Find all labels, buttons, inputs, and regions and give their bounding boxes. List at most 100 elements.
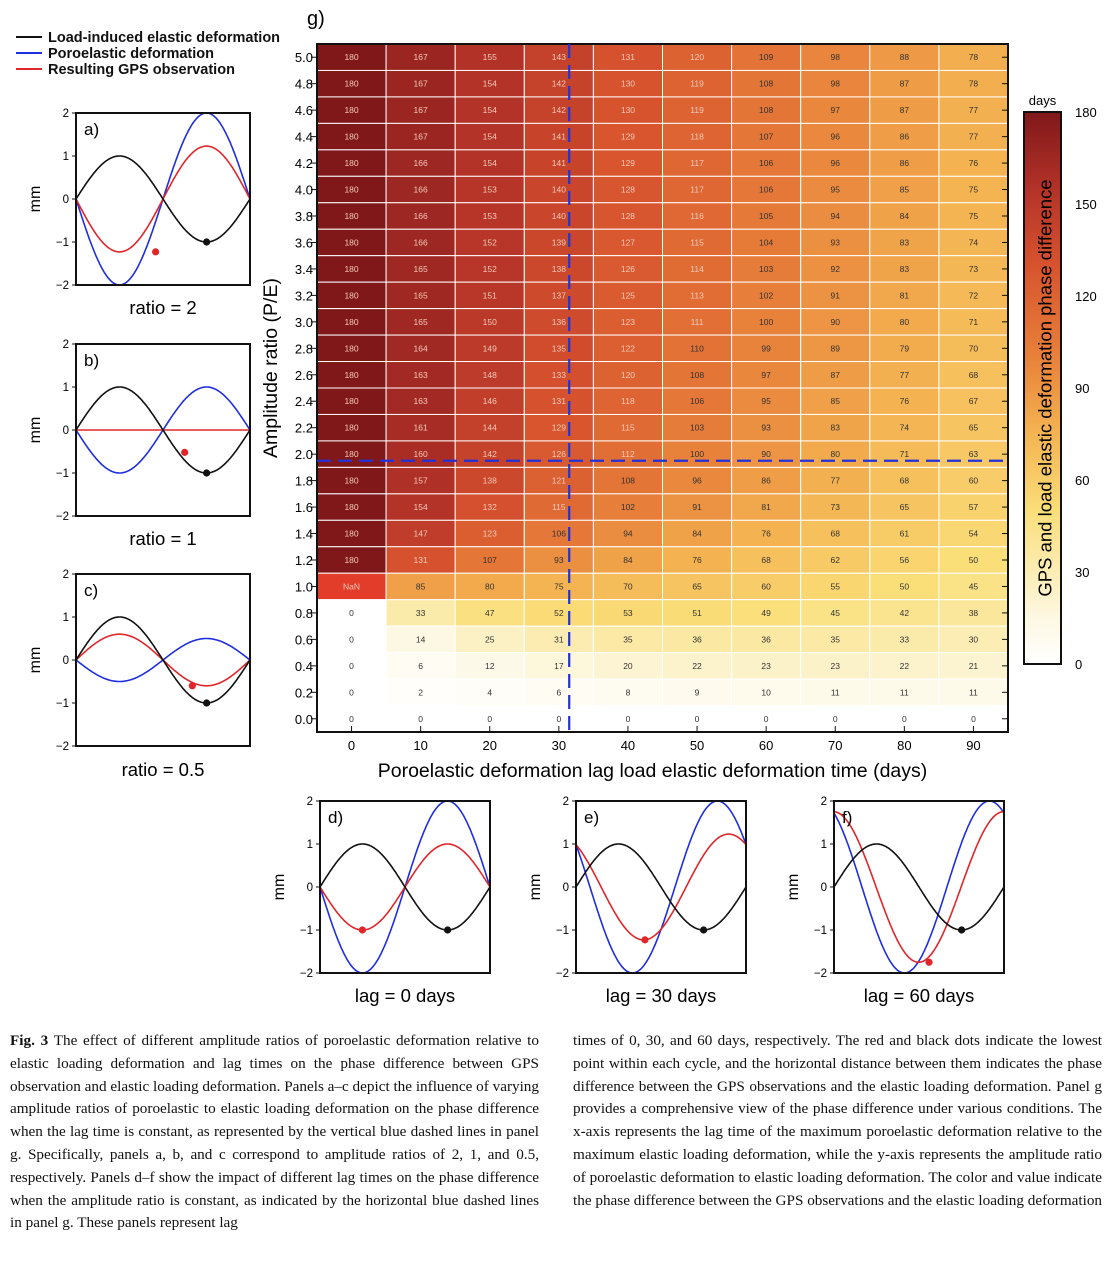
panel-a-min-dot-1 [203, 238, 211, 246]
heatmap-xtick-label: 90 [966, 738, 980, 753]
heatmap-cell-label: 80 [900, 317, 910, 327]
heatmap-cell-label: 128 [621, 211, 635, 221]
panel-e-label: e) [584, 808, 599, 827]
heatmap-cell [938, 228, 1009, 257]
heatmap-cell [800, 519, 871, 548]
heatmap-ytick-label: 0.0 [295, 712, 313, 727]
panel-d-ylabel: mm [271, 874, 288, 901]
heatmap-cell-label: 14 [416, 634, 426, 644]
heatmap-cell-label: 2 [418, 687, 423, 697]
heatmap-cell [869, 334, 940, 363]
heatmap-cell-label: 87 [900, 79, 910, 89]
heatmap-cell-label: 180 [344, 132, 358, 142]
heatmap-xtick-label: 0 [348, 738, 355, 753]
heatmap-cell [731, 69, 802, 98]
heatmap-cell-label: 153 [483, 185, 497, 195]
heatmap-cell-label: 57 [969, 502, 979, 512]
heatmap-cell-label: 166 [414, 237, 428, 247]
heatmap-cell-label: 85 [831, 396, 841, 406]
panel-a-ytick-label-0: −2 [56, 280, 69, 292]
heatmap-cell-label: 180 [344, 52, 358, 62]
heatmap-cell-label: 119 [690, 105, 704, 115]
heatmap-cell [800, 413, 871, 442]
heatmap-ytick-label: 1.2 [295, 553, 313, 568]
heatmap-ytick-label: 3.6 [295, 235, 313, 250]
colorbar: days 0 30 60 90 120 150 180 GPS and load elastic… [1023, 93, 1097, 672]
heatmap-cell-label: 180 [344, 396, 358, 406]
heatmap-cell-label: 94 [623, 529, 633, 539]
colorbar-unit: days [1029, 93, 1057, 108]
heatmap-cell [592, 281, 664, 310]
heatmap-cell-label: 52 [554, 608, 564, 618]
heatmap-cell [592, 96, 664, 124]
heatmap-cell [869, 122, 940, 151]
panel-a-ytick-label-3: 1 [63, 151, 69, 163]
heatmap-cell-label: 47 [485, 608, 495, 618]
panels-d-to-f: −2 −1 0 1 2 mm d) lag = 0 days −2 −1 0 1 2 mm e) lag = … [271, 796, 1005, 1006]
heatmap-cell-label: 68 [969, 370, 979, 380]
heatmap-cell-label: 115 [621, 423, 635, 433]
heatmap-cell [316, 678, 387, 707]
heatmap-cell [662, 678, 733, 707]
heatmap-ytick-label: 1.0 [295, 579, 313, 594]
heatmap-cell-label: 71 [969, 317, 979, 327]
heatmap-cell-label: 100 [690, 449, 704, 459]
heatmap-cell [662, 625, 733, 654]
heatmap-cell-label: 180 [344, 105, 358, 115]
heatmap-cell [592, 625, 664, 654]
heatmap-cell [731, 122, 802, 151]
panel-e-ytick-label-4: 2 [563, 796, 569, 808]
heatmap-cell [731, 255, 802, 283]
heatmap-cell-label: 123 [483, 529, 497, 539]
heatmap-cell [454, 149, 525, 177]
heatmap-ytick-label: 3.0 [295, 315, 313, 330]
heatmap-cell-label: 91 [692, 502, 702, 512]
heatmap-cell-label: 154 [483, 105, 497, 115]
heatmap-cell-label: 36 [692, 634, 702, 644]
heatmap-cell [316, 572, 387, 601]
heatmap-cell-label: 0 [349, 687, 354, 697]
heatmap-xtick-label: 70 [828, 738, 842, 753]
heatmap-cell [938, 334, 1009, 363]
heatmap-cell [731, 334, 802, 363]
heatmap-cell-label: 165 [414, 264, 428, 274]
panel-e-series-group [576, 801, 746, 973]
panels-a-to-c: −2 −1 0 1 2 mm a) ratio = 2 −2 −1 0 1 2 mm b) ratio = 1… [27, 108, 251, 780]
caption-right-text: times of 0, 30, and 60 days, respectivel… [573, 1032, 1103, 1209]
heatmap-cell-label: 121 [552, 476, 566, 486]
heatmap-cell-label: 98 [831, 79, 841, 89]
heatmap-cell-label: 120 [621, 370, 635, 380]
panel-f-ytick-label-1: −1 [814, 925, 827, 937]
heatmap-cell-label: 0 [764, 714, 769, 724]
heatmap-cell [938, 546, 1009, 574]
heatmap-cell [800, 308, 871, 336]
heatmap-cell-label: 70 [623, 581, 633, 591]
heatmap-ytick-label: 0.8 [295, 606, 313, 621]
panel-c-ytick-label-0: −2 [56, 741, 69, 753]
heatmap-cell-label: 77 [900, 370, 910, 380]
heatmap-frame [316, 43, 1009, 733]
heatmap-cell [454, 122, 525, 151]
heatmap-cell [523, 678, 594, 707]
heatmap-cell-label: 0 [902, 714, 907, 724]
panel-b-ylabel: mm [27, 417, 44, 444]
panel-b-min-dot-1 [203, 469, 211, 477]
heatmap-cell-label: 89 [831, 343, 841, 353]
heatmap-ytick-label: 4.4 [295, 130, 313, 145]
heatmap-cell [731, 413, 802, 442]
heatmap-cell-label: 85 [900, 185, 910, 195]
heatmap-cell-label: 30 [969, 634, 979, 644]
heatmap-cell-label: 133 [552, 370, 566, 380]
heatmap-cell-label: 49 [761, 608, 771, 618]
caption-right: times of 0, 30, and 60 days, respectivel… [573, 1030, 1102, 1235]
heatmap-cell [385, 361, 456, 389]
heatmap-cell [592, 334, 664, 363]
heatmap-cell-label: 86 [900, 158, 910, 168]
heatmap-cell [385, 678, 456, 707]
heatmap-cell-label: 165 [414, 290, 428, 300]
panel-f-ytick-label-3: 1 [821, 839, 827, 851]
figure-3: Load-induced elastic deformationPoroelas… [16, 8, 1097, 1006]
heatmap-cell-label: 149 [483, 343, 497, 353]
heatmap-cell-label: 56 [900, 555, 910, 565]
figure-caption: Fig. 3 The effect of different amplitude… [10, 1030, 1102, 1235]
